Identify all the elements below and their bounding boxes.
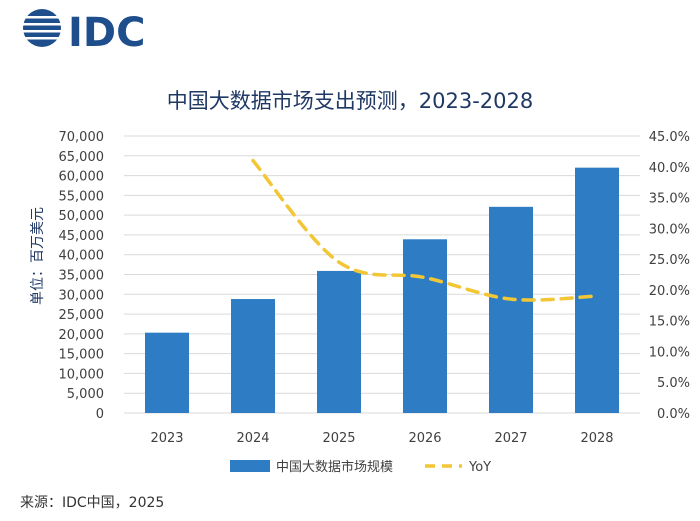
y2-tick-label: 20.0% [649, 284, 690, 299]
y-tick-label: 35,000 [59, 269, 105, 284]
x-tick-label: 2027 [494, 431, 527, 446]
y2-tick-label: 40.0% [649, 161, 690, 176]
y2-tick-label: 15.0% [649, 315, 690, 330]
bar [403, 239, 447, 413]
yoy-line [251, 158, 599, 302]
y-tick-label: 10,000 [59, 367, 105, 382]
y-tick-label: 25,000 [59, 308, 105, 323]
y-tick-label: 70,000 [59, 130, 105, 145]
y2-tick-label: 25.0% [649, 253, 690, 268]
x-tick-label: 2026 [408, 431, 441, 446]
y-tick-label: 45,000 [59, 229, 105, 244]
y-tick-label: 65,000 [59, 150, 105, 165]
x-tick-label: 2024 [236, 431, 269, 446]
logo-text: IDC [68, 10, 145, 54]
chart-title: 中国大数据市场支出预测，2023-2028 [167, 89, 533, 113]
y-tick-label: 40,000 [59, 249, 105, 264]
y-tick-label: 0 [96, 407, 104, 422]
y-tick-label: 60,000 [59, 170, 105, 185]
y2-tick-label: 5.0% [657, 376, 690, 391]
y-tick-label: 30,000 [59, 288, 105, 303]
legend: 中国大数据市场规模 YoY [230, 459, 491, 475]
left-axis-ticks: 0 5,000 10,000 15,000 20,000 25,000 30,000 35,0… [59, 130, 105, 422]
x-tick-label: 2025 [322, 431, 355, 446]
right-axis-ticks: 0.0% 5.0% 10.0% 15.0% 20.0% 25.0% 30.0% 35.0% 40… [649, 130, 690, 422]
y-tick-label: 20,000 [59, 328, 105, 343]
y2-tick-label: 10.0% [649, 345, 690, 360]
bar [489, 206, 533, 413]
idc-logo: IDC [22, 9, 145, 54]
y2-tick-label: 35.0% [649, 192, 690, 207]
bar [145, 332, 189, 413]
bar [575, 167, 619, 413]
legend-bar-label: 中国大数据市场规模 [276, 459, 393, 475]
y-tick-label: 50,000 [59, 209, 105, 224]
globe-icon [22, 9, 62, 47]
x-tick-label: 2028 [580, 431, 613, 446]
legend-line-label: YoY [468, 460, 491, 475]
y-tick-label: 5,000 [67, 387, 104, 402]
y-tick-label: 15,000 [59, 348, 105, 363]
bar [317, 270, 361, 413]
y-tick-label: 55,000 [59, 189, 105, 204]
bar [231, 299, 275, 413]
y2-tick-label: 45.0% [649, 130, 690, 145]
y2-tick-label: 0.0% [657, 407, 690, 422]
y-axis-label: 单位：百万美元 [30, 207, 46, 305]
x-axis-labels: 2023 2024 2025 2026 2027 2028 [150, 431, 613, 446]
legend-bar-swatch [230, 460, 270, 472]
source-note: 来源：IDC中国，2025 [20, 495, 165, 511]
bars [145, 167, 619, 413]
y2-tick-label: 30.0% [649, 222, 690, 237]
x-tick-label: 2023 [150, 431, 183, 446]
